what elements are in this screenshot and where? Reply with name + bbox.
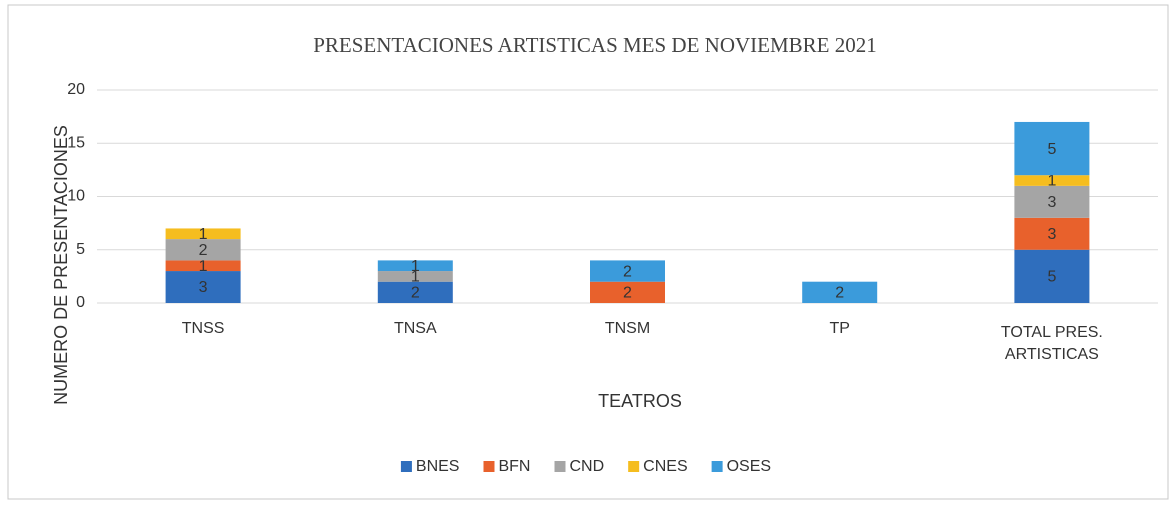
bar-segment [165, 228, 241, 240]
data-label: 1 [199, 258, 208, 275]
bar-segment [1014, 121, 1090, 176]
data-label: 5 [1047, 141, 1056, 158]
bar-segment [802, 281, 878, 303]
x-tick-label: TP [829, 320, 850, 337]
chart-border [7, 4, 1169, 500]
x-tick-label: TNSA [393, 320, 437, 337]
y-tick-label: 0 [76, 294, 85, 311]
bar-segment [377, 260, 453, 272]
data-label: 3 [199, 279, 208, 296]
legend-swatch [711, 461, 723, 472]
y-tick-label: 10 [67, 188, 85, 205]
bar-segment [165, 271, 241, 303]
data-label: 3 [1047, 194, 1056, 211]
bar-segment [377, 281, 453, 303]
legend-swatch [554, 461, 566, 472]
x-axis-title: TEATROS [598, 391, 682, 411]
y-tick-label: 15 [67, 134, 85, 151]
x-tick-label: TOTAL PRES. ARTISTICAS [1000, 324, 1103, 363]
bar-segment [165, 260, 241, 272]
data-label: 2 [623, 263, 632, 280]
legend-label: OSES [727, 458, 771, 475]
legend-swatch [400, 461, 412, 472]
bar-segment [1014, 175, 1090, 186]
data-label: 1 [411, 258, 420, 275]
data-label: 1 [411, 269, 420, 286]
y-tick-label: 5 [76, 241, 85, 258]
bar-segment [1014, 249, 1090, 303]
bar-segment [590, 281, 665, 303]
legend-swatch [483, 461, 495, 472]
data-label: 3 [1047, 226, 1056, 243]
data-label: 1 [1047, 173, 1056, 190]
legend-label: CND [569, 458, 604, 475]
bar-segment [1014, 217, 1090, 250]
bar-segment [165, 239, 241, 261]
y-tick-label: 20 [67, 81, 85, 98]
data-label: 5 [1047, 269, 1056, 286]
legend-label: CNES [643, 458, 687, 475]
data-label: 2 [411, 285, 420, 302]
bar-segment [590, 260, 665, 282]
data-label: 2 [835, 285, 844, 302]
x-tick-label: TNSM [604, 320, 651, 337]
data-label: 2 [623, 285, 632, 302]
data-label: 1 [199, 226, 208, 243]
bar-segment [377, 271, 453, 282]
chart-title: PRESENTACIONES ARTISTICAS MES DE NOVIEMB… [313, 33, 877, 57]
y-axis-title: NUMERO DE PRESENTACIONES [51, 125, 71, 405]
legend-swatch [628, 461, 640, 472]
legend-label: BFN [498, 458, 530, 475]
bar-segment [1014, 185, 1090, 218]
data-label: 2 [199, 242, 208, 259]
legend-label: BNES [416, 458, 460, 475]
x-tick-label: TNSS [181, 320, 225, 337]
